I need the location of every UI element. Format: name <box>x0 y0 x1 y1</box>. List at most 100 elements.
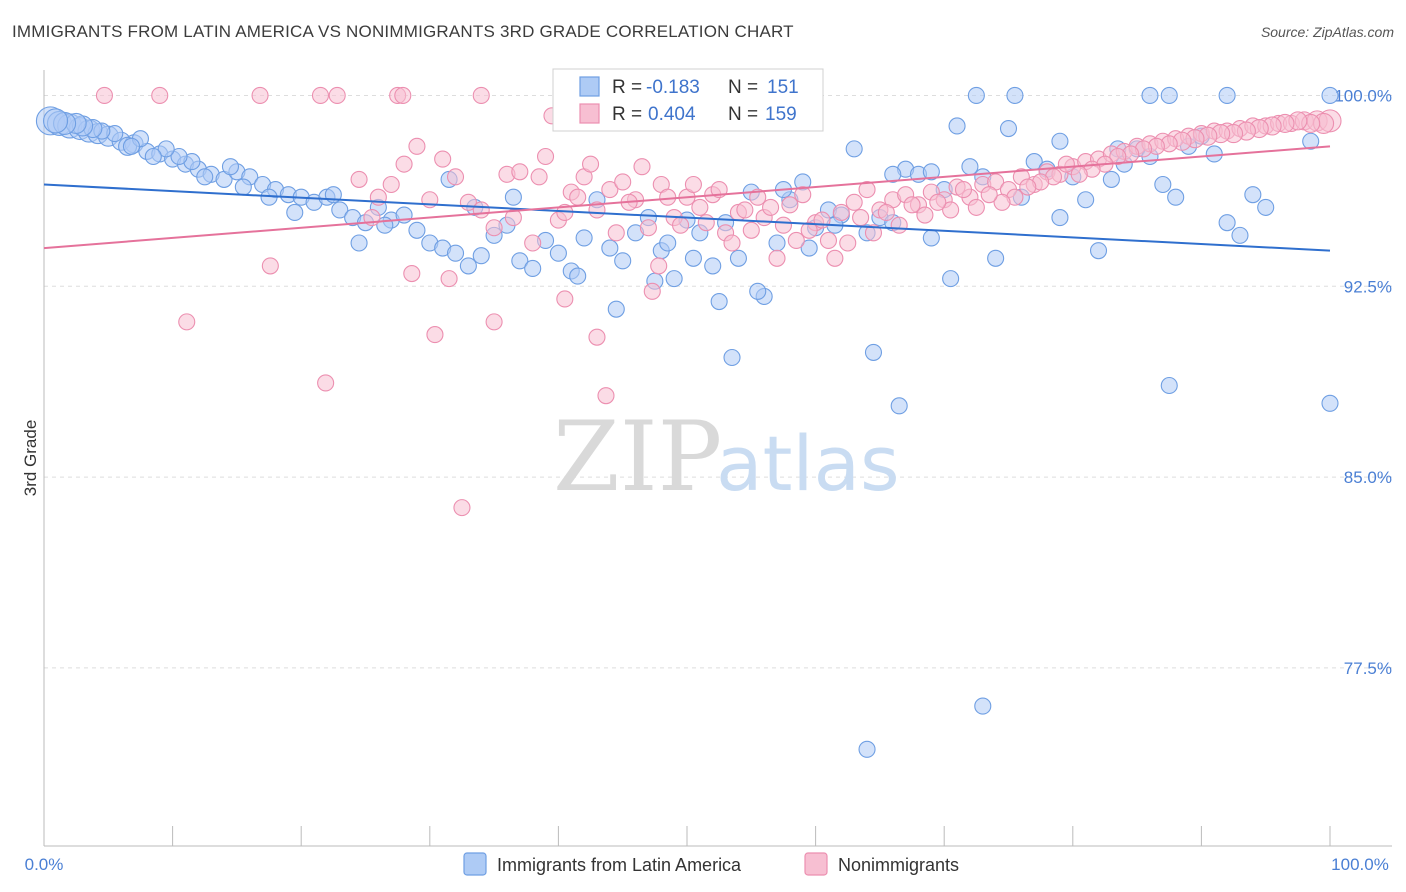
data-point-blue <box>1160 86 1178 104</box>
data-point-pink <box>536 147 555 166</box>
data-point-pink <box>426 326 444 344</box>
data-point-blue <box>1051 209 1069 227</box>
data-point-blue <box>922 229 940 247</box>
data-point-pink <box>768 249 786 267</box>
stats-swatch-blue <box>579 76 600 97</box>
data-point-blue <box>961 158 979 176</box>
series-blue-points <box>35 86 1339 758</box>
data-point-blue <box>408 221 426 239</box>
stats-blue-n-label: N = <box>728 77 758 98</box>
data-point-blue <box>459 257 477 275</box>
data-point-pink <box>395 155 413 173</box>
data-point-pink <box>954 181 973 199</box>
data-point-pink <box>942 201 960 219</box>
data-point-pink <box>1109 147 1127 166</box>
trend-line-blue <box>43 183 1331 252</box>
data-point-blue <box>704 257 722 275</box>
data-point-pink <box>472 201 490 219</box>
watermark-zip: ZIP <box>553 401 722 513</box>
data-point-pink <box>95 86 113 104</box>
data-point-pink <box>530 168 548 186</box>
data-point-blue <box>1051 132 1069 150</box>
data-point-pink <box>980 186 998 204</box>
data-point-pink <box>819 231 838 250</box>
data-point-pink <box>723 234 741 252</box>
data-point-pink <box>672 216 690 234</box>
stats-blue-r-label: R = <box>612 77 642 98</box>
data-point-blue <box>858 740 876 758</box>
data-point-pink <box>569 188 587 206</box>
data-point-blue <box>1006 86 1024 104</box>
data-point-blue <box>157 140 175 158</box>
data-point-blue <box>884 165 902 183</box>
data-point-pink <box>749 188 767 206</box>
data-point-pink <box>774 216 793 234</box>
data-point-blue <box>607 300 625 318</box>
data-point-pink <box>261 257 279 275</box>
data-point-blue <box>170 147 188 166</box>
x-ticks <box>43 826 1331 846</box>
stats-blue-n-value: 151 <box>767 77 799 98</box>
data-point-pink <box>787 231 805 250</box>
y-tick-labels: 100.0% 92.5% 85.0% 77.5% <box>1334 86 1392 677</box>
data-point-blue <box>1302 132 1320 150</box>
data-point-pink <box>597 387 615 405</box>
stats-pink-r-value: 0.404 <box>648 104 696 125</box>
chart-title: IMMIGRANTS FROM LATIN AMERICA VS NONIMMI… <box>12 22 794 41</box>
data-point-pink <box>394 86 412 104</box>
data-point-blue <box>1154 175 1172 194</box>
data-point-blue <box>43 108 69 134</box>
data-point-blue <box>723 348 741 367</box>
data-point-blue <box>614 252 632 270</box>
data-point-blue <box>987 249 1005 267</box>
data-point-blue <box>768 234 786 252</box>
data-point-blue <box>504 188 522 206</box>
data-point-pink <box>916 206 934 224</box>
y-tick-label: 85.0% <box>1344 468 1392 487</box>
data-point-pink <box>639 219 657 237</box>
data-point-pink <box>839 234 857 252</box>
data-point-pink <box>588 328 606 346</box>
data-point-blue <box>684 249 702 267</box>
data-point-pink <box>659 188 677 206</box>
legend-label-blue: Immigrants from Latin America <box>497 855 742 875</box>
data-point-blue <box>1218 86 1236 104</box>
y-tick-label: 92.5% <box>1344 277 1392 296</box>
data-point-pink <box>691 198 709 216</box>
data-point-pink <box>845 193 863 211</box>
data-point-blue <box>331 201 349 219</box>
data-point-pink <box>601 181 619 199</box>
legend-label-pink: Nonimmigrants <box>838 855 959 875</box>
data-point-pink <box>485 219 503 237</box>
data-point-pink <box>446 168 465 186</box>
data-point-pink <box>864 224 883 242</box>
data-point-pink <box>178 313 196 331</box>
data-point-pink <box>877 203 895 222</box>
data-point-pink <box>650 257 668 275</box>
series-pink-points <box>95 86 1342 517</box>
data-point-blue <box>845 140 863 158</box>
data-point-blue <box>1160 376 1178 395</box>
legend-swatch-pink <box>804 852 828 876</box>
watermark-atlas: atlas <box>716 419 900 508</box>
data-point-blue <box>350 234 368 252</box>
data-point-pink <box>453 499 471 517</box>
data-point-blue <box>472 247 490 265</box>
data-point-blue <box>749 282 767 300</box>
data-point-pink <box>736 201 754 219</box>
data-point-blue <box>601 239 619 257</box>
data-point-pink <box>151 86 169 104</box>
data-point-pink <box>614 173 632 191</box>
data-point-pink <box>440 270 458 288</box>
x-tick-label-min: 0.0% <box>25 855 64 874</box>
stats-pink-r-label: R = <box>612 104 642 125</box>
data-point-pink <box>434 150 452 168</box>
data-point-blue <box>1205 145 1223 163</box>
stats-pink-n-label: N = <box>728 104 758 125</box>
data-point-blue <box>524 259 542 278</box>
x-tick-label-max: 100.0% <box>1331 855 1389 874</box>
data-point-pink <box>684 175 702 194</box>
data-point-pink <box>903 196 921 214</box>
y-axis-label: 3rd Grade <box>21 420 40 497</box>
